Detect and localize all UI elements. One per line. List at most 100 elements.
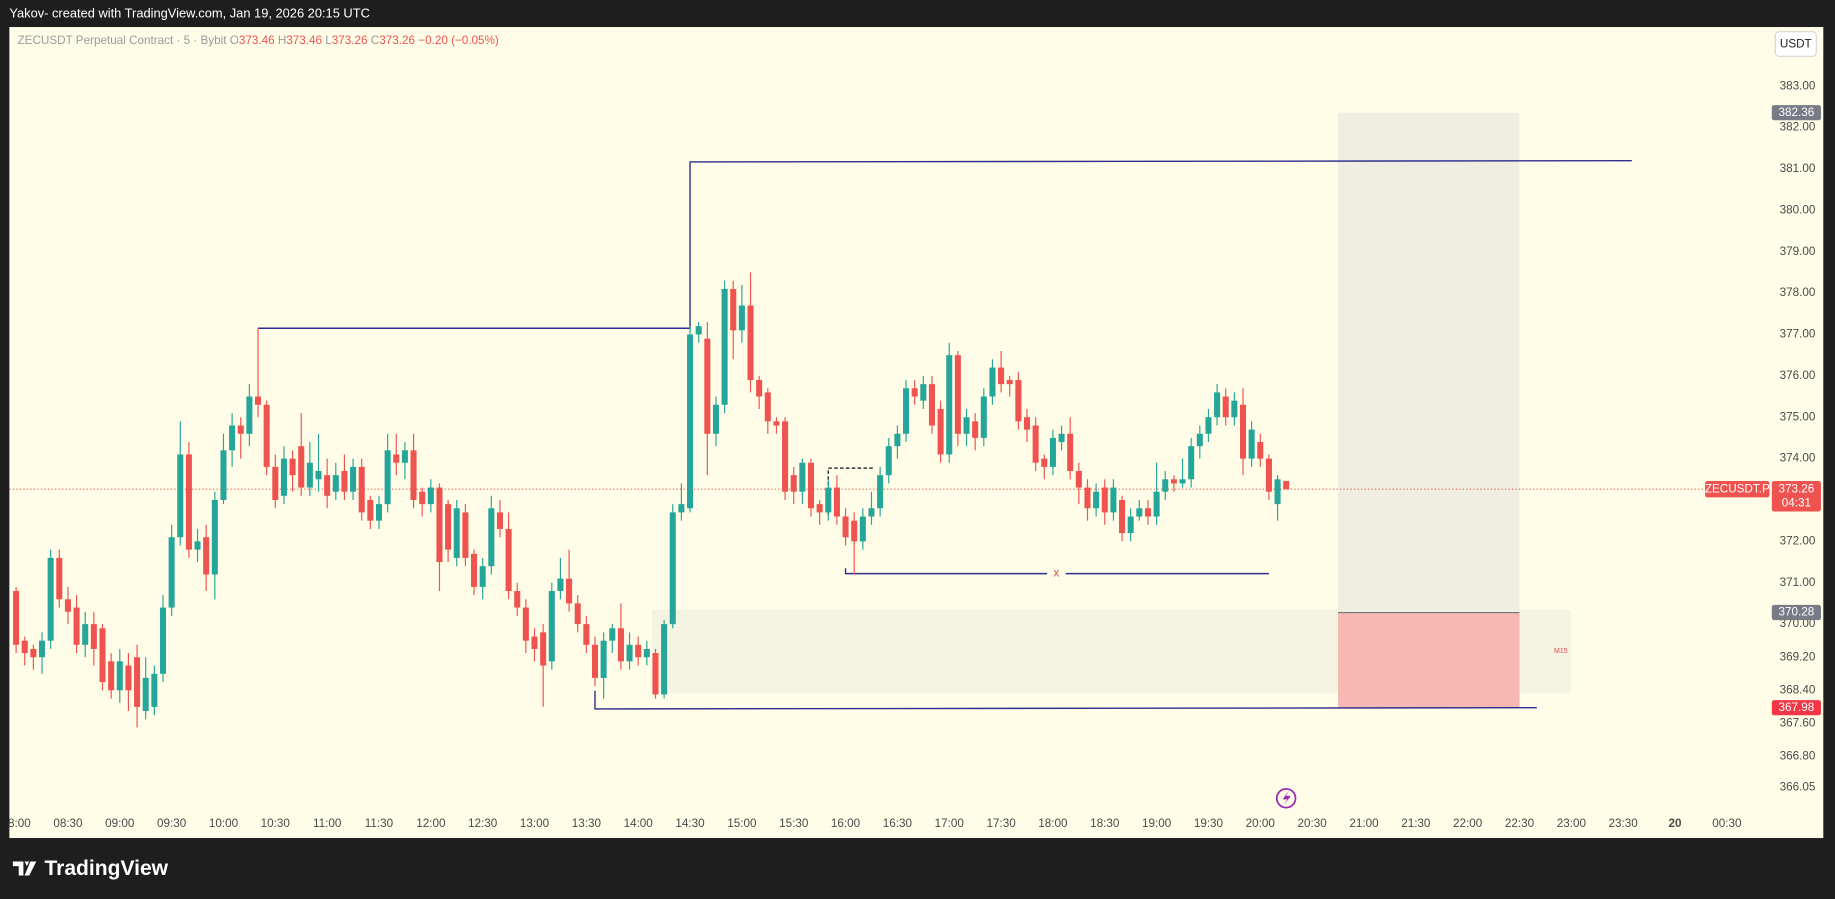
candle-body <box>816 504 823 513</box>
x-tick-label: 18:00 <box>1038 817 1068 830</box>
candle-body <box>635 644 642 658</box>
ohlc-key: H <box>278 34 286 47</box>
candle-body <box>280 458 287 496</box>
x-tick-label: 14:30 <box>675 817 705 830</box>
change: −0.20 (−0.05%) <box>418 34 499 47</box>
candle-body <box>1170 479 1177 484</box>
candle-body <box>833 487 840 517</box>
candle-body <box>419 491 426 505</box>
candle-body <box>505 528 512 592</box>
plot-area: M15 x 08:00 08:30 09:00 09:30 10:00 10:30 11:00 1… <box>9 112 1768 830</box>
candle-body <box>1231 400 1238 418</box>
y-tick-label: 376.00 <box>1780 369 1816 382</box>
candle-body <box>436 487 443 563</box>
candle-body <box>903 388 910 434</box>
candle-body <box>1023 417 1031 430</box>
candle-body <box>410 450 417 500</box>
candle-body <box>453 508 460 558</box>
candle-body <box>678 504 685 513</box>
ohlc-value: 373.26 <box>332 34 368 47</box>
ohlc-key: O <box>230 34 239 47</box>
zone-label: M15 <box>1554 648 1568 655</box>
candle-body <box>203 537 210 575</box>
candle-body <box>367 499 374 521</box>
candle-body <box>263 404 270 467</box>
lightning-icon <box>1275 788 1297 809</box>
candle-body <box>954 355 961 434</box>
candle-body <box>479 566 486 587</box>
candle-body <box>1049 437 1056 467</box>
candle-body <box>151 673 158 707</box>
currency-button[interactable] <box>1774 31 1817 57</box>
candle-body <box>1248 429 1255 459</box>
candle-body <box>1127 516 1134 534</box>
ohlc-key: C <box>371 34 379 47</box>
candle-body <box>1032 425 1039 463</box>
candle-body <box>566 578 573 604</box>
last-price-label: 373.26 <box>1779 482 1815 495</box>
candle-body <box>1119 499 1126 534</box>
position-target <box>1338 112 1520 613</box>
candle-body <box>384 450 391 505</box>
candle-body <box>13 591 20 645</box>
legend-header: ZECUSDT Perpetual Contract · 5 · Bybit O… <box>18 34 499 47</box>
candle-body <box>393 454 400 463</box>
candle-body <box>669 512 676 625</box>
entry-price-label-bg <box>1771 604 1821 621</box>
candle-body <box>704 338 711 434</box>
candle-body <box>540 632 547 666</box>
candle-body <box>712 404 719 434</box>
ohlc-value: 373.46 <box>286 34 322 47</box>
chart-background <box>9 27 1824 839</box>
candle-body <box>920 384 927 401</box>
ohlc-value: 373.26 <box>379 34 415 47</box>
candle-body <box>1196 433 1203 447</box>
candle-body <box>1041 458 1048 467</box>
candle-body <box>980 396 987 438</box>
candle-body <box>764 392 771 422</box>
candle-body <box>142 677 149 712</box>
candle-body <box>47 557 54 641</box>
drawn-line <box>827 467 875 515</box>
candle-body <box>350 466 357 492</box>
candle-body <box>1205 417 1212 434</box>
candle-body <box>82 624 89 645</box>
attribution: Yakov- created with TradingView.com, Jan… <box>9 6 370 21</box>
x-tick-label: 17:00 <box>935 817 965 830</box>
candle-body <box>1110 487 1117 513</box>
marker-label: x <box>1053 567 1059 580</box>
candle-body <box>807 462 815 509</box>
candle-body <box>64 599 71 612</box>
y-tick-label: 372.00 <box>1780 534 1816 547</box>
x-tick-label: 23:30 <box>1609 817 1639 830</box>
candle-body <box>332 475 339 492</box>
candle-body <box>1093 491 1100 509</box>
candle-body <box>782 421 789 492</box>
candle-body <box>695 326 702 335</box>
x-tick-label: 11:30 <box>365 817 394 830</box>
candle-body <box>1067 433 1074 472</box>
candle-body <box>56 557 63 600</box>
candle-body <box>842 516 849 538</box>
candle-body <box>220 450 227 500</box>
candle-body <box>773 421 780 426</box>
last-price-bg <box>1771 481 1821 512</box>
candle-body <box>1222 396 1229 418</box>
candle-body <box>177 454 184 538</box>
x-tick-label: 23:00 <box>1557 817 1587 830</box>
drawn-line <box>844 568 1269 575</box>
y-tick-label: 377.00 <box>1780 328 1816 341</box>
y-tick-label: 366.05 <box>1780 781 1816 794</box>
candle-body <box>462 512 469 558</box>
candle-body <box>591 644 599 678</box>
candle-body <box>531 636 538 649</box>
candle-body <box>211 499 218 575</box>
candle-body <box>306 462 313 488</box>
candle-body <box>1257 442 1264 459</box>
x-tick-label: 09:30 <box>157 817 187 830</box>
x-tick-label: 17:30 <box>986 817 1016 830</box>
candle-body <box>963 417 970 434</box>
candle-body <box>661 624 668 695</box>
